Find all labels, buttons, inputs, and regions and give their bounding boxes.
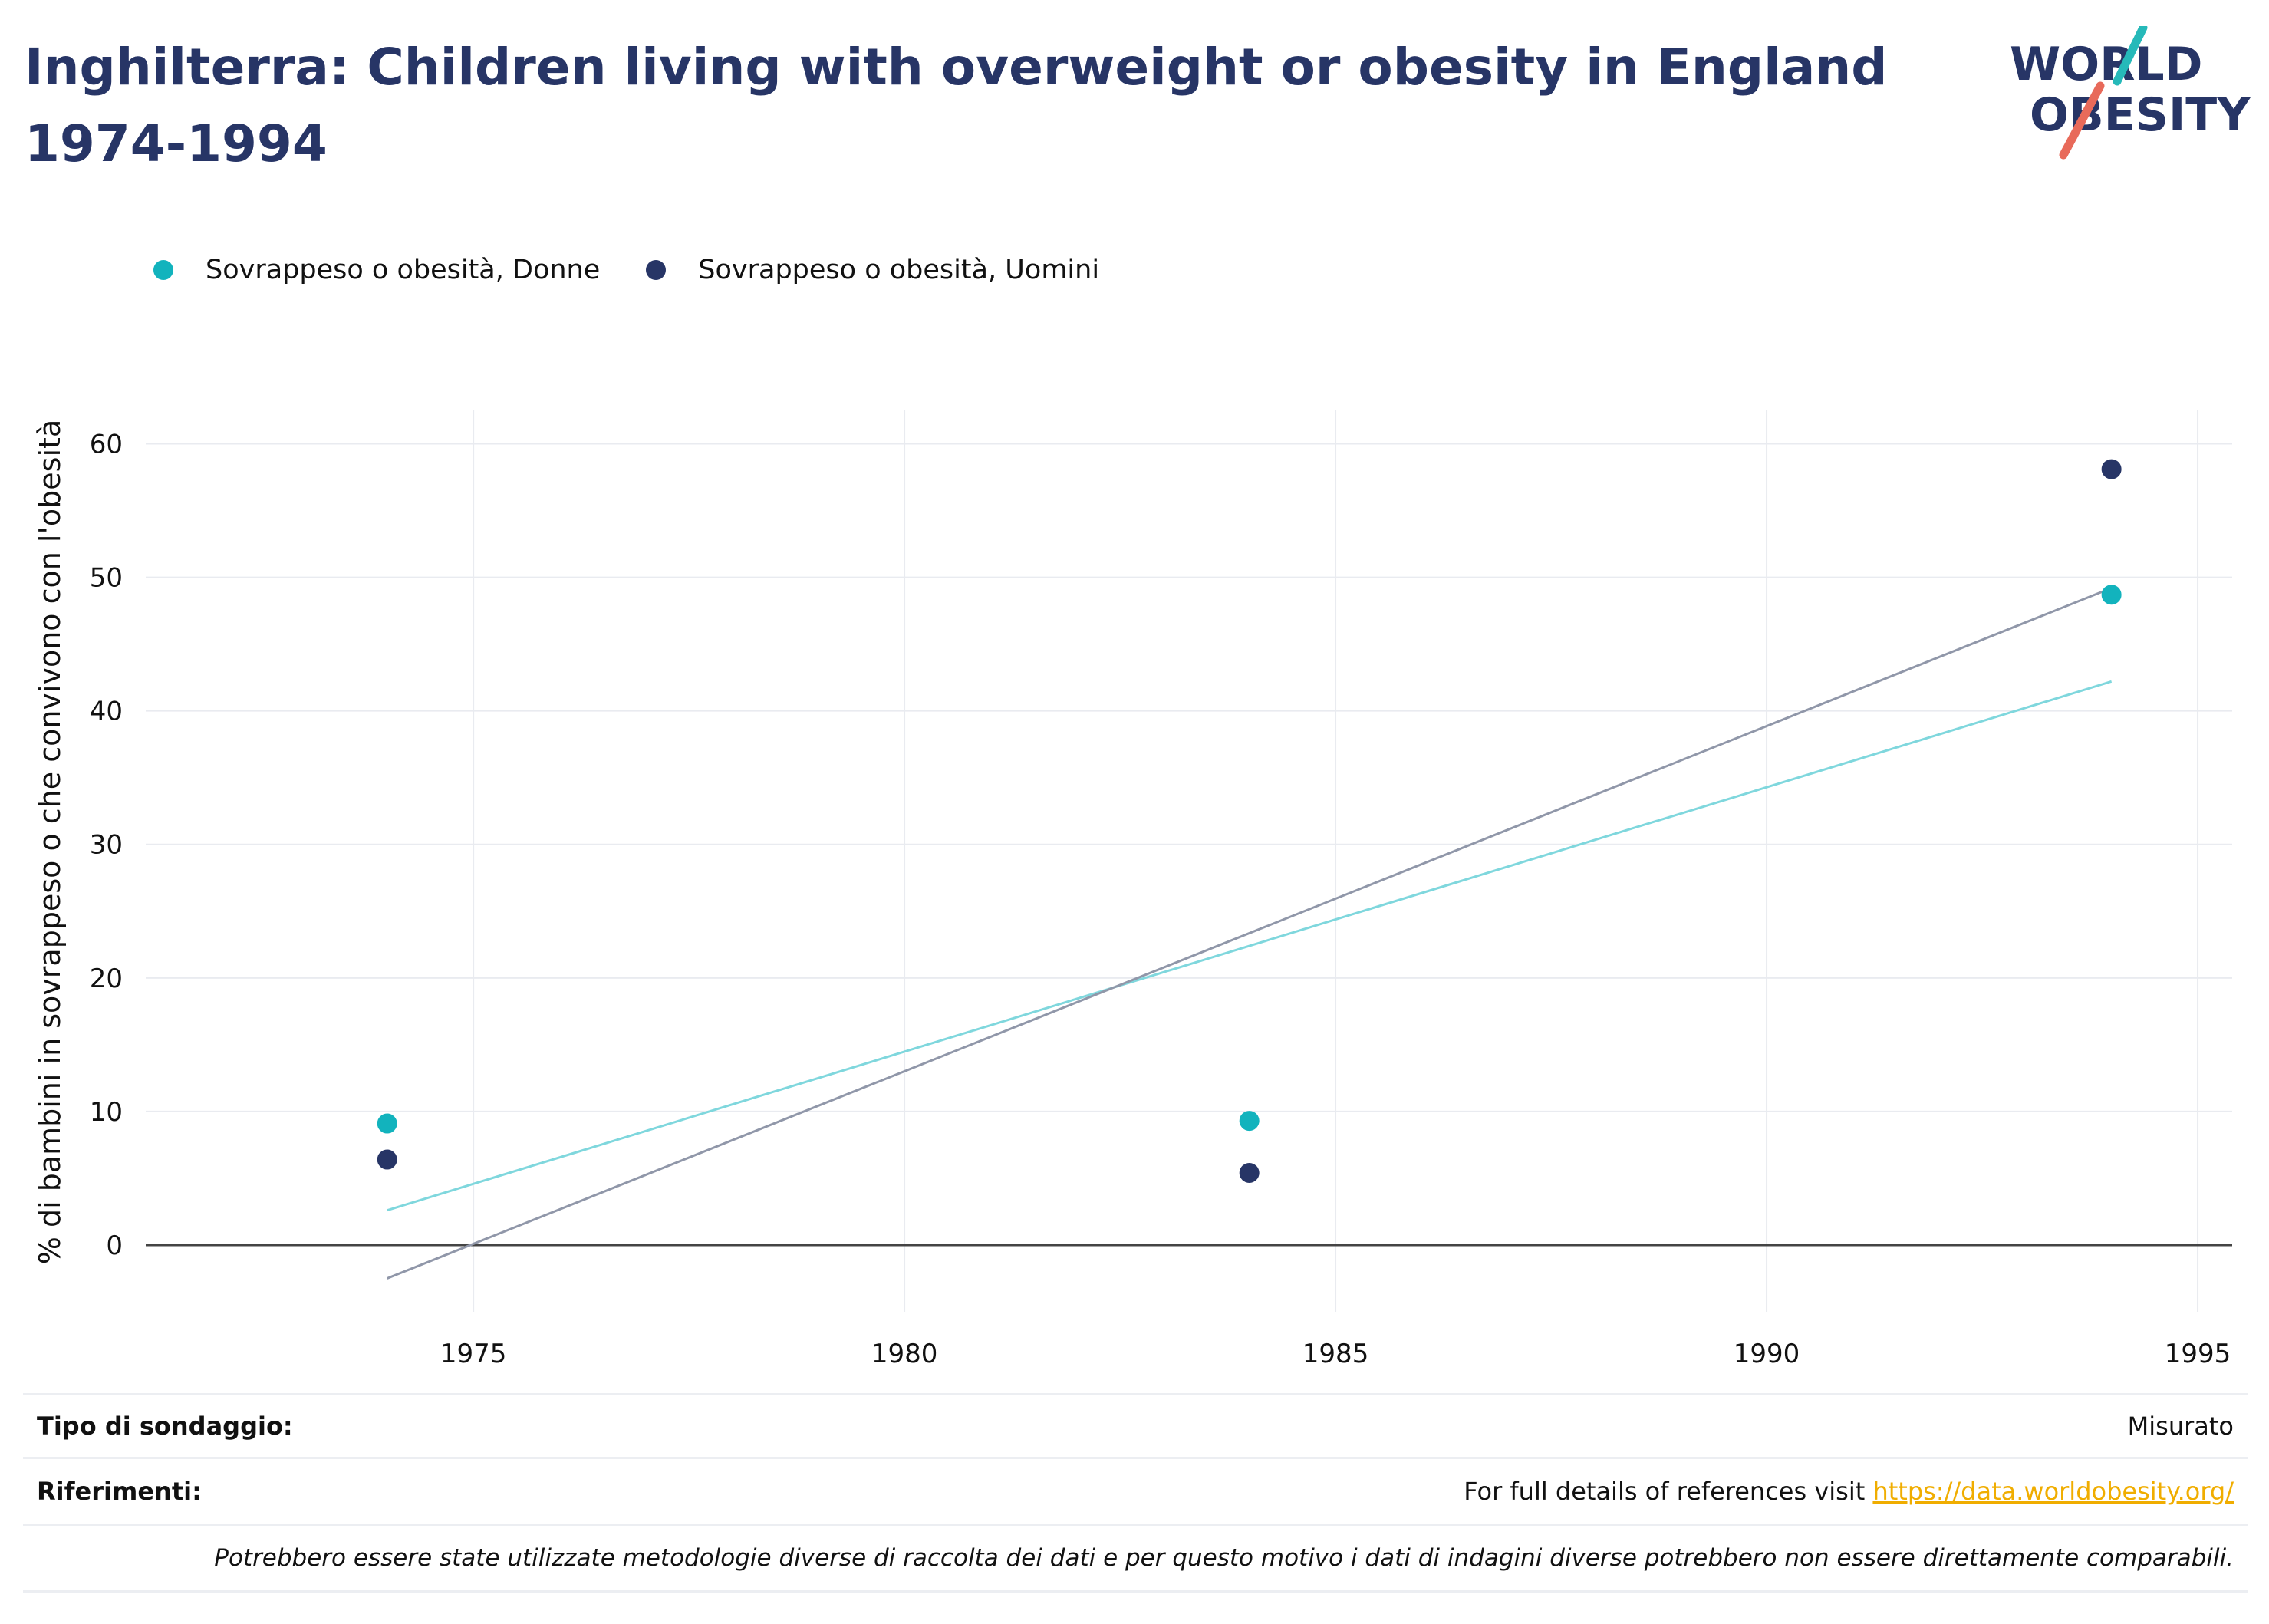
trend-line-uomini [387, 587, 2113, 1280]
legend-label-donne: Sovrappeso o obesità, Donne [206, 255, 601, 285]
y-tick-label-0: 0 [106, 1230, 123, 1261]
x-tick-label-1985: 1985 [1302, 1339, 1369, 1369]
scatter-chart: 0 10 20 30 40 50 60 1975 1980 1985 1990 1995 % di ba… [33, 410, 2232, 1369]
logo-slash-coral-icon [2059, 81, 2105, 160]
y-tick-label-60: 60 [90, 430, 123, 460]
y-tick-label-30: 30 [90, 830, 123, 861]
x-tick-label-1975: 1975 [440, 1339, 507, 1369]
logo-word-obesity: OBESITY [2030, 88, 2251, 142]
x-tick-label-1990: 1990 [1734, 1339, 1800, 1369]
x-tick-label-1980: 1980 [871, 1339, 938, 1369]
world-obesity-logo: WORLD OBESITY [2010, 26, 2251, 160]
y-tick-label-10: 10 [90, 1097, 123, 1128]
references-value: For full details of references visit htt… [1464, 1477, 2234, 1506]
point-donne-1984 [1239, 1111, 1260, 1132]
logo-word-world: WORLD [2010, 38, 2202, 91]
x-tick-label-1995: 1995 [2165, 1339, 2231, 1369]
footer-row-references: Riferimenti: For full details of referen… [23, 1457, 2248, 1524]
point-uomini-1994 [2101, 459, 2122, 479]
footer-row-note: Potrebbero essere state utilizzate metod… [23, 1524, 2248, 1593]
point-donne-1994 [2101, 585, 2122, 605]
legend-marker-donne [153, 260, 173, 280]
y-tick-label-20: 20 [90, 964, 123, 994]
survey-type-value: Misurato [2127, 1412, 2234, 1441]
methodology-note: Potrebbero essere state utilizzate metod… [214, 1544, 2234, 1572]
point-donne-1974 [377, 1113, 397, 1134]
y-tick-label-40: 40 [90, 697, 123, 727]
legend-label-uomini: Sovrappeso o obesità, Uomini [698, 255, 1100, 285]
point-uomini-1984 [1239, 1162, 1260, 1183]
legend-item-donne[interactable]: Sovrappeso o obesità, Donne [153, 255, 600, 285]
legend: Sovrappeso o obesità, Donne Sovrappeso o… [153, 247, 1145, 293]
trend-line-donne [387, 680, 2113, 1212]
logo-slash-teal-icon [2113, 26, 2148, 86]
survey-type-label: Tipo di sondaggio: [37, 1412, 293, 1441]
legend-marker-uomini [646, 260, 667, 280]
references-text: For full details of references visit [1464, 1477, 1873, 1506]
references-link[interactable]: https://data.worldobesity.org/ [1872, 1477, 2234, 1506]
y-axis-label: % di bambini in sovrappeso o che convivo… [33, 420, 67, 1264]
chart-title: Inghilterra: Children living with overwe… [25, 38, 1888, 173]
point-uomini-1974 [377, 1149, 397, 1170]
chart-footer: Tipo di sondaggio: Misurato Riferimenti:… [23, 1393, 2248, 1593]
references-label: Riferimenti: [37, 1477, 202, 1506]
y-tick-label-50: 50 [90, 563, 123, 594]
legend-item-uomini[interactable]: Sovrappeso o obesità, Uomini [646, 255, 1099, 285]
footer-row-survey-type: Tipo di sondaggio: Misurato [23, 1393, 2248, 1457]
